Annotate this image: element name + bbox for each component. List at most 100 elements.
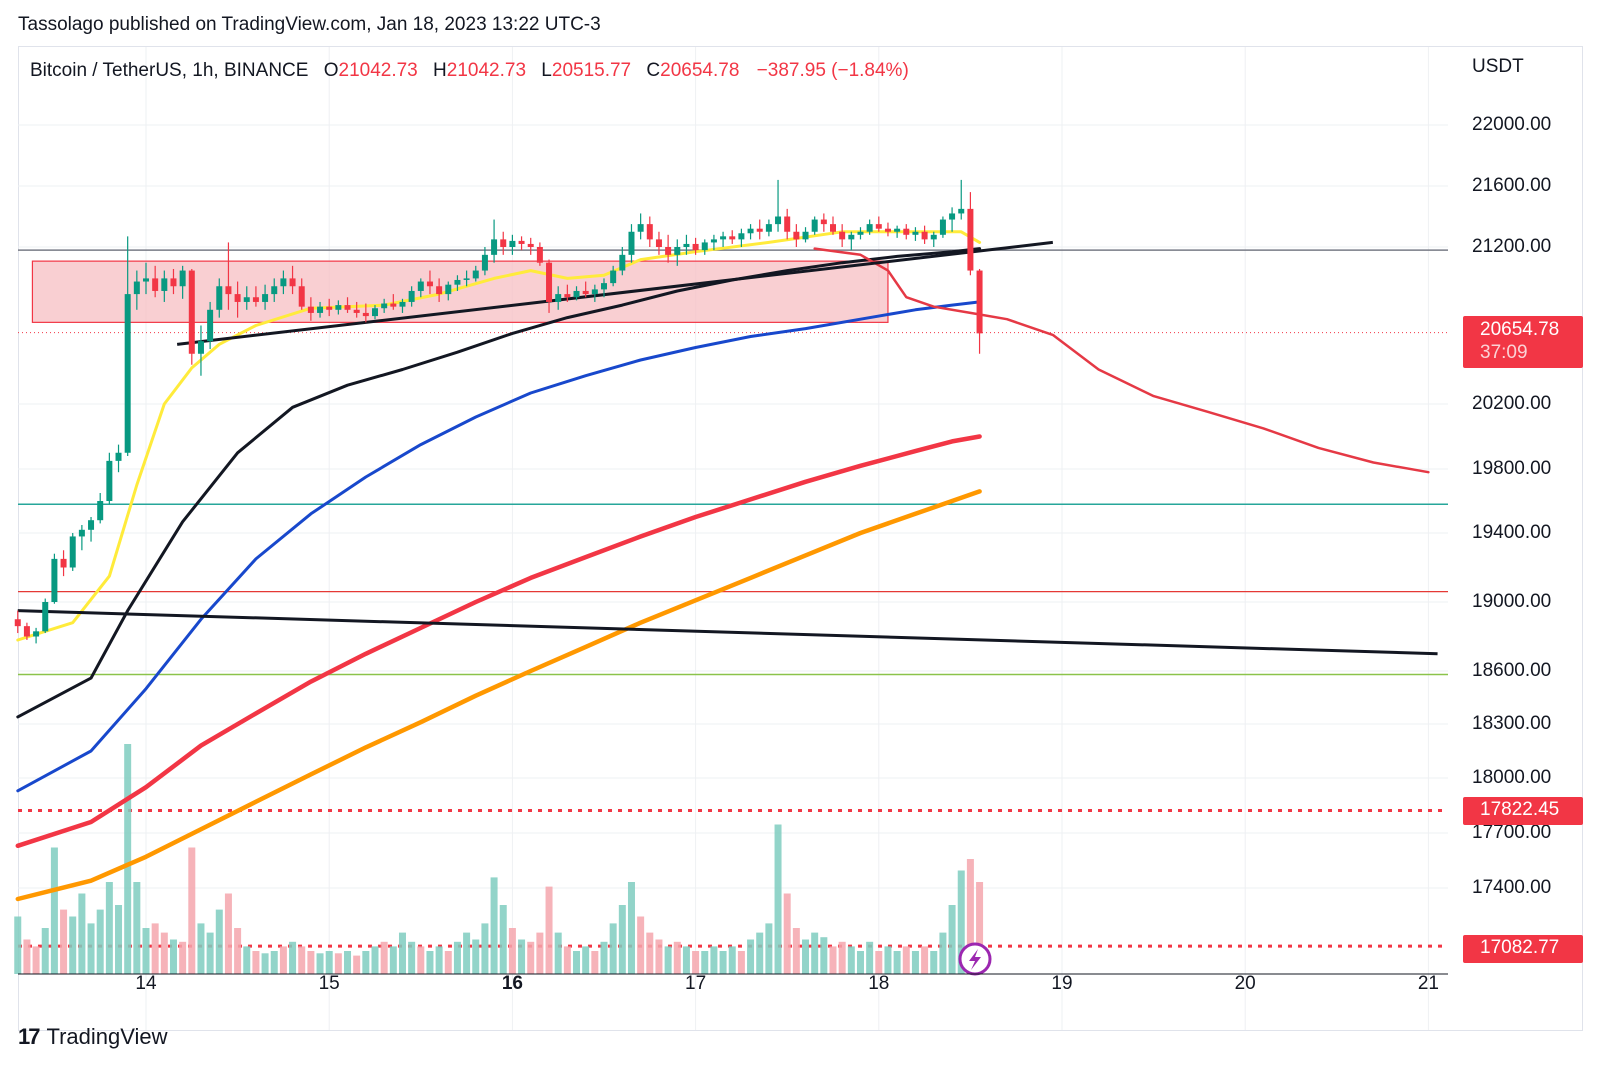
candle-body — [436, 286, 443, 295]
event-marker — [958, 942, 992, 976]
price-tick-label: 19000.00 — [1472, 591, 1552, 612]
volume-bar — [133, 882, 141, 974]
volume-bar — [902, 946, 910, 974]
volume-bar — [316, 953, 324, 974]
published-line: Tassolago published on TradingView.com, … — [18, 14, 601, 35]
volume-bar — [627, 882, 635, 974]
candle-body — [152, 278, 159, 291]
volume-bar — [508, 928, 516, 974]
volume-bar — [820, 937, 828, 974]
volume-bar — [206, 932, 214, 974]
candle-body — [509, 240, 516, 247]
candle-body — [445, 284, 452, 295]
tradingview-mark-icon: 17 — [18, 1024, 41, 1049]
volume-bar — [481, 923, 489, 974]
open-value: 21042.73 — [338, 60, 418, 81]
volume-bar — [41, 928, 49, 974]
candle-body — [646, 224, 653, 240]
candle-body — [381, 303, 388, 309]
range-zone-rect — [31, 260, 889, 323]
candle-body — [14, 619, 21, 627]
candle-body — [207, 309, 214, 342]
candle-body — [42, 602, 49, 632]
volume-bar — [728, 946, 736, 974]
volume-bar — [527, 941, 535, 974]
time-tick-label: 19 — [1051, 973, 1073, 994]
candle-body — [97, 501, 104, 521]
candle-body — [857, 231, 864, 235]
volume-bar — [78, 893, 86, 974]
volume-bar — [921, 946, 929, 974]
candle-body — [472, 270, 479, 279]
candle-body — [811, 219, 818, 232]
candle-body — [958, 208, 965, 214]
price-tick-label: 21600.00 — [1472, 175, 1552, 196]
volume-bars — [14, 744, 984, 974]
price-tick-label: 18300.00 — [1472, 713, 1552, 734]
close-value: 20654.78 — [660, 60, 740, 81]
candle-body — [793, 231, 800, 240]
candle-body — [665, 247, 672, 255]
change-value: −387.95 (−1.84%) — [756, 60, 909, 81]
volume-bar — [435, 946, 443, 974]
candle-body — [573, 290, 580, 298]
candle-body — [344, 305, 351, 310]
time-tick-label: 15 — [318, 973, 340, 994]
volume-bar — [417, 946, 425, 974]
volume-bar — [646, 932, 654, 974]
candle-body — [939, 219, 946, 235]
candle-body — [903, 228, 910, 235]
chart-frame[interactable] — [18, 46, 1583, 1031]
volume-bar — [188, 847, 196, 974]
volume-bar — [444, 951, 452, 974]
volume-bar — [261, 953, 269, 974]
volume-bar — [14, 916, 22, 974]
brand-name: TradingView — [46, 1024, 168, 1049]
volume-bar — [911, 951, 919, 974]
candle-body — [133, 281, 140, 295]
volume-bar — [87, 923, 95, 974]
volume-bar — [243, 946, 251, 974]
volume-bar — [453, 941, 461, 974]
candle-body — [692, 243, 699, 251]
candle-body — [637, 224, 644, 232]
candle-body — [143, 278, 149, 282]
candle-body — [564, 294, 571, 298]
volume-bar — [774, 824, 782, 974]
price-tick-label: 20200.00 — [1472, 393, 1552, 414]
candle-body — [848, 234, 855, 240]
volume-bar — [591, 951, 599, 974]
volume-bar — [23, 939, 31, 974]
candle-body — [197, 341, 204, 354]
volume-bar — [609, 923, 617, 974]
candle-body — [674, 247, 681, 255]
candle-body — [51, 558, 58, 602]
tradingview-logo[interactable]: 17 TradingView — [18, 1024, 168, 1050]
low-value: 20515.77 — [551, 60, 632, 81]
lightning-icon[interactable] — [969, 949, 981, 970]
symbol-name[interactable]: Bitcoin / TetherUS, 1h, BINANCE — [30, 60, 309, 81]
volume-bar — [737, 951, 745, 974]
volume-bar — [719, 951, 727, 974]
volume-bar — [115, 905, 123, 974]
volume-bar — [957, 870, 965, 974]
volume-bar — [600, 941, 608, 974]
volume-bar — [270, 951, 278, 974]
current-price: 20654.78 — [1480, 319, 1560, 340]
volume-bar — [875, 951, 883, 974]
volume-bar — [380, 941, 388, 974]
range-zone — [31, 260, 889, 323]
candle-body — [188, 270, 195, 354]
volume-bar — [353, 955, 361, 974]
candle-body — [738, 233, 745, 240]
volume-bar — [930, 951, 938, 974]
volume-bar — [32, 946, 40, 974]
volume-bar — [756, 932, 764, 974]
candle-body — [362, 312, 369, 317]
volume-bar — [838, 941, 846, 974]
candle-body — [243, 297, 250, 302]
price-tick-label: 17400.00 — [1472, 877, 1552, 898]
currency-label: USDT — [1472, 56, 1524, 77]
candle-body — [216, 286, 223, 310]
